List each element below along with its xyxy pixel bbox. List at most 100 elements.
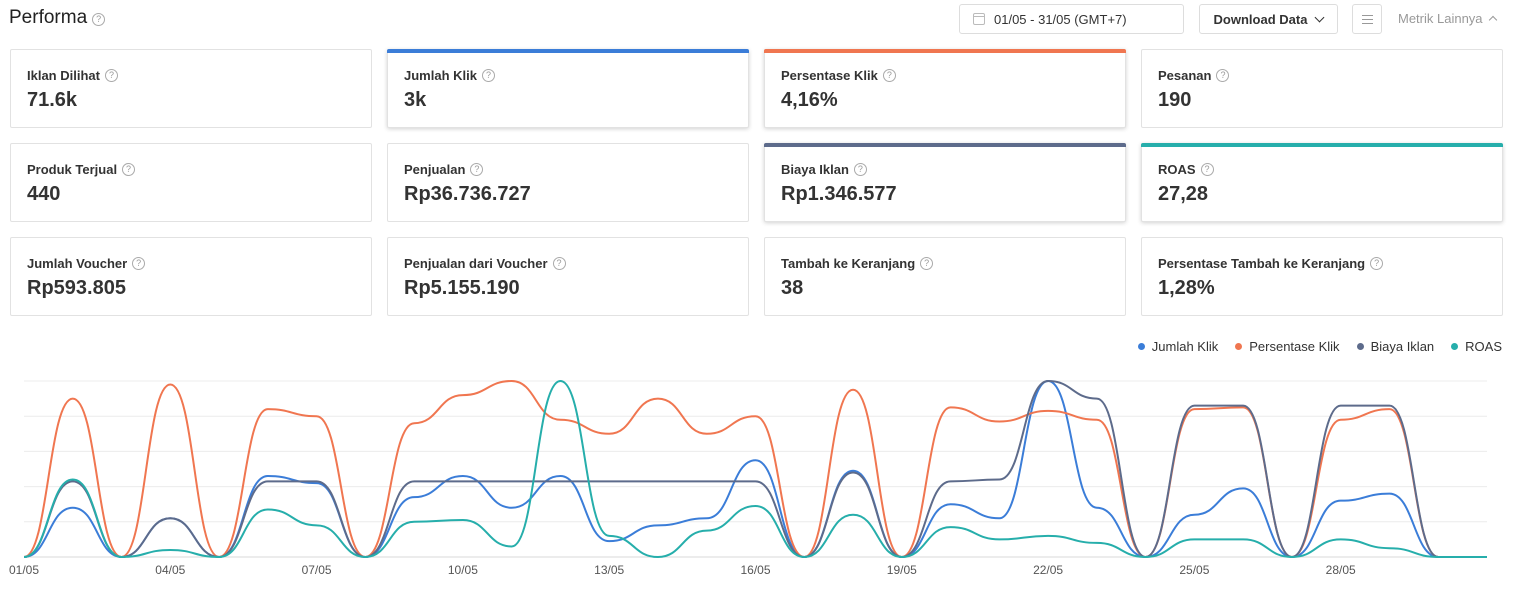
legend-label: Jumlah Klik — [1151, 339, 1219, 354]
metric-label: Penjualan? — [404, 162, 484, 177]
download-data-label: Download Data — [1213, 11, 1308, 27]
metric-card[interactable]: Jumlah Klik? 3k — [387, 49, 749, 128]
metric-selected-bar — [1141, 143, 1503, 147]
metric-label: Jumlah Klik? — [404, 68, 495, 83]
chevron-down-icon — [1315, 12, 1325, 22]
metric-label: Produk Terjual? — [27, 162, 136, 177]
x-tick-label: 10/05 — [448, 563, 478, 577]
metric-label-text: Jumlah Voucher — [27, 256, 128, 271]
legend-dot — [1137, 343, 1145, 350]
metric-label-text: Pesanan — [1158, 68, 1212, 83]
list-menu-button[interactable] — [1352, 4, 1382, 34]
help-icon[interactable]: ? — [1200, 163, 1214, 176]
metric-card[interactable]: Pesanan? 190 — [1141, 49, 1503, 128]
metric-value: Rp1.346.577 — [781, 183, 897, 205]
metric-label: ROAS? — [1158, 162, 1214, 177]
calendar-icon — [973, 13, 985, 25]
help-icon[interactable]: ? — [1370, 257, 1384, 270]
legend-label: Biaya Iklan — [1370, 339, 1435, 354]
metric-card[interactable]: Produk Terjual? 440 — [10, 143, 372, 222]
performance-header: Performa ? 01/05 - 31/05 (GMT+7) Downloa… — [0, 0, 1521, 40]
metric-label: Penjualan dari Voucher? — [404, 256, 566, 271]
page-title-text: Performa — [9, 7, 88, 28]
metric-label: Persentase Klik? — [781, 68, 896, 83]
help-icon[interactable]: ? — [882, 69, 896, 82]
help-icon[interactable]: ? — [92, 12, 106, 26]
help-icon[interactable]: ? — [481, 69, 495, 82]
metric-label-text: ROAS — [1158, 162, 1196, 177]
legend-item[interactable]: Persentase Klik — [1235, 339, 1340, 354]
more-metrics-toggle[interactable]: Metrik Lainnya — [1398, 11, 1497, 26]
series-line-roas[interactable] — [23, 380, 1487, 558]
x-tick-label: 16/05 — [740, 563, 770, 577]
metric-selected-bar — [764, 143, 1126, 147]
metric-label: Tambah ke Keranjang? — [781, 256, 934, 271]
metric-value: Rp36.736.727 — [404, 183, 531, 205]
download-data-button[interactable]: Download Data — [1199, 4, 1338, 34]
metric-value: 71.6k — [27, 89, 78, 111]
metric-value: Rp5.155.190 — [404, 277, 520, 299]
metric-label-text: Penjualan dari Voucher — [404, 256, 548, 271]
help-icon[interactable]: ? — [920, 257, 934, 270]
metric-value: 440 — [27, 183, 61, 205]
metric-label-text: Produk Terjual — [27, 162, 118, 177]
legend-item[interactable]: Biaya Iklan — [1356, 339, 1435, 354]
metric-card[interactable]: Penjualan? Rp36.736.727 — [387, 143, 749, 222]
metric-value: 190 — [1158, 89, 1192, 111]
legend-dot — [1356, 343, 1364, 350]
metric-value: 3k — [404, 89, 427, 111]
metric-label: Pesanan? — [1158, 68, 1230, 83]
x-tick-label: 01/05 — [9, 563, 39, 577]
menu-icon-line — [1361, 22, 1373, 24]
metric-label-text: Iklan Dilihat — [27, 68, 100, 83]
chevron-up-icon — [1488, 15, 1497, 25]
legend-label: Persentase Klik — [1249, 339, 1340, 354]
metric-card[interactable]: Persentase Tambah ke Keranjang? 1,28% — [1141, 237, 1503, 316]
metric-value: 27,28 — [1158, 183, 1209, 205]
more-metrics-label: Metrik Lainnya — [1398, 11, 1483, 26]
legend-dot — [1235, 343, 1243, 350]
metric-label-text: Jumlah Klik — [404, 68, 477, 83]
date-range-text: 01/05 - 31/05 (GMT+7) — [994, 11, 1127, 27]
legend-label: ROAS — [1465, 339, 1502, 354]
menu-icon-line — [1361, 14, 1373, 16]
date-range-picker[interactable]: 01/05 - 31/05 (GMT+7) — [959, 4, 1184, 34]
help-icon[interactable]: ? — [104, 69, 118, 82]
legend-item[interactable]: ROAS — [1451, 339, 1502, 354]
metric-label-text: Penjualan — [404, 162, 466, 177]
metric-card[interactable]: Biaya Iklan? Rp1.346.577 — [764, 143, 1126, 222]
help-icon[interactable]: ? — [122, 163, 136, 176]
metric-label: Jumlah Voucher? — [27, 256, 146, 271]
help-icon[interactable]: ? — [552, 257, 566, 270]
help-icon[interactable]: ? — [853, 163, 867, 176]
series-line-persentase-klik[interactable] — [23, 380, 1487, 558]
metric-value: 1,28% — [1158, 277, 1215, 299]
metric-selected-bar — [387, 49, 749, 53]
metric-card[interactable]: Persentase Klik? 4,16% — [764, 49, 1126, 128]
series-line-jumlah-klik[interactable] — [23, 380, 1487, 558]
help-icon[interactable]: ? — [470, 163, 484, 176]
metric-label: Biaya Iklan? — [781, 162, 867, 177]
help-icon[interactable]: ? — [1216, 69, 1230, 82]
metric-label: Iklan Dilihat? — [27, 68, 118, 83]
metric-card[interactable]: Tambah ke Keranjang? 38 — [764, 237, 1126, 316]
series-line-biaya-iklan[interactable] — [23, 380, 1487, 558]
x-tick-label: 19/05 — [887, 563, 917, 577]
performance-line-chart: 01/05 04/05 07/05 10/05 13/05 16/05 19/05 22/05… — [9, 380, 1487, 577]
x-tick-label: 22/05 — [1033, 563, 1063, 577]
legend-item[interactable]: Jumlah Klik — [1137, 339, 1219, 354]
metric-value: Rp593.805 — [27, 277, 126, 299]
metric-card[interactable]: Penjualan dari Voucher? Rp5.155.190 — [387, 237, 749, 316]
metric-selected-bar — [764, 49, 1126, 53]
legend-dot — [1451, 343, 1459, 350]
metric-card[interactable]: Jumlah Voucher? Rp593.805 — [10, 237, 372, 316]
metric-label-text: Tambah ke Keranjang — [781, 256, 916, 271]
help-icon[interactable]: ? — [132, 257, 146, 270]
x-tick-label: 25/05 — [1179, 563, 1209, 577]
chart-legend: Jumlah Klik Persentase Klik Biaya Iklan ROA… — [1121, 339, 1502, 354]
metric-card[interactable]: Iklan Dilihat? 71.6k — [10, 49, 372, 128]
x-tick-label: 13/05 — [594, 563, 624, 577]
menu-icon-line — [1361, 18, 1373, 20]
metric-card[interactable]: ROAS? 27,28 — [1141, 143, 1503, 222]
x-tick-label: 04/05 — [155, 563, 185, 577]
